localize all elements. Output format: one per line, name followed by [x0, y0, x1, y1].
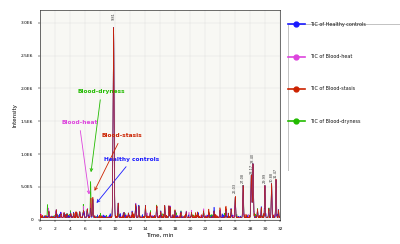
Text: Blood-dryness: Blood-dryness [78, 89, 125, 171]
Text: 27.08: 27.08 [241, 173, 245, 183]
Text: Blood-stasis: Blood-stasis [95, 133, 142, 190]
Text: TIC of Blood-stasis: TIC of Blood-stasis [310, 86, 356, 91]
Text: TIC of Blood-heat: TIC of Blood-heat [310, 54, 353, 59]
Text: 28.17: 28.17 [249, 163, 253, 174]
Text: 26.03: 26.03 [233, 183, 237, 193]
Text: 28.40: 28.40 [251, 153, 255, 163]
Text: TIC of Blood-dryness: TIC of Blood-dryness [310, 119, 361, 123]
Text: TIC of Healthy controls: TIC of Healthy controls [310, 22, 366, 27]
X-axis label: Time, min: Time, min [146, 233, 174, 238]
Text: Healthy controls: Healthy controls [97, 157, 160, 202]
Y-axis label: Intensity: Intensity [13, 103, 18, 127]
FancyBboxPatch shape [288, 24, 400, 171]
Text: 9.81: 9.81 [112, 12, 116, 20]
Text: 31.47: 31.47 [274, 168, 278, 178]
Text: 29.99: 29.99 [263, 173, 267, 183]
Text: 30.88: 30.88 [270, 172, 274, 182]
Text: Blood-heat: Blood-heat [61, 120, 97, 194]
